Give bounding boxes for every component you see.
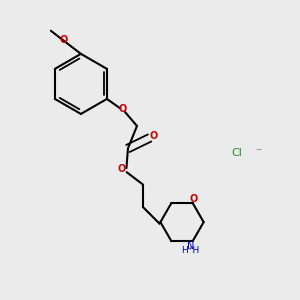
Text: N: N bbox=[187, 241, 194, 251]
Text: O: O bbox=[119, 104, 127, 114]
Text: ⁻: ⁻ bbox=[255, 146, 262, 160]
Text: O: O bbox=[60, 35, 68, 45]
Text: Cl: Cl bbox=[232, 148, 243, 158]
Text: O: O bbox=[149, 131, 158, 142]
Text: O: O bbox=[118, 164, 126, 174]
Text: O: O bbox=[190, 194, 198, 204]
Text: H⁺H: H⁺H bbox=[181, 246, 200, 255]
